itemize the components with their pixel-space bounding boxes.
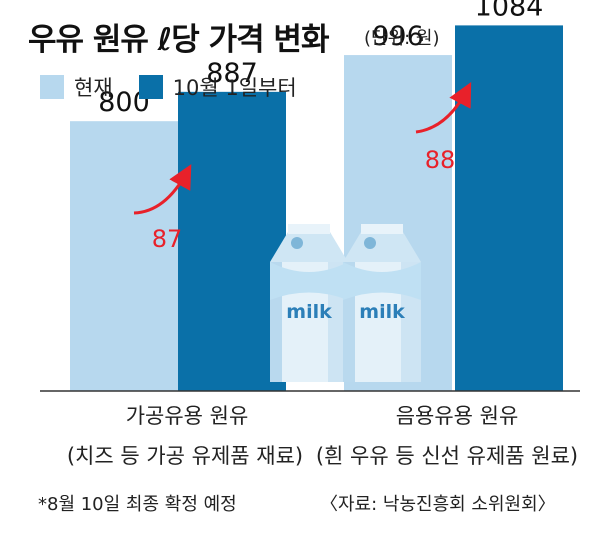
increase-arrow-drinking [415, 82, 472, 134]
carton-milk-text: milk [286, 301, 332, 323]
increase-label-processing: 87 [152, 225, 183, 253]
milk-carton-icon [343, 224, 421, 382]
footnote-confirmation: *8월 10일 최종 확정 예정 [38, 494, 237, 515]
legend-label-from-oct: 10월 1일부터 [172, 76, 297, 100]
chart-title: 우유 원유 ℓ당 가격 변화 [28, 22, 329, 58]
increase-arrow-processing [133, 164, 192, 215]
value-label-from-oct-processing: 887 [206, 58, 258, 89]
category-label-drinking: 음용유용 원유 [395, 404, 519, 428]
unit-label: (단위: 원) [364, 28, 440, 49]
legend: 현재 10월 1일부터 [40, 72, 297, 102]
bar-current-processing [70, 121, 178, 391]
value-label-from-oct-drinking: 1084 [475, 0, 544, 22]
legend-swatch-current [40, 75, 64, 99]
category-note-processing: (치즈 등 가공 유제품 재료) [66, 444, 304, 468]
value-label-current-drinking: 996 [372, 21, 424, 52]
category-label-processing: 가공유용 원유 [125, 404, 249, 428]
milk-carton-icon [270, 224, 348, 382]
bar-from-oct-drinking [455, 25, 563, 392]
legend-swatch-from-oct [138, 75, 163, 99]
source-note: 〈자료: 낙농진흥회 소위원회〉 [320, 494, 556, 515]
increase-label-drinking: 88 [425, 146, 456, 174]
bar-from-oct-processing [178, 91, 286, 392]
category-note-drinking: (흰 우유 등 신선 유제품 원료) [315, 444, 579, 468]
legend-label-current: 현재 [74, 76, 113, 100]
carton-milk-text: milk [359, 301, 405, 323]
